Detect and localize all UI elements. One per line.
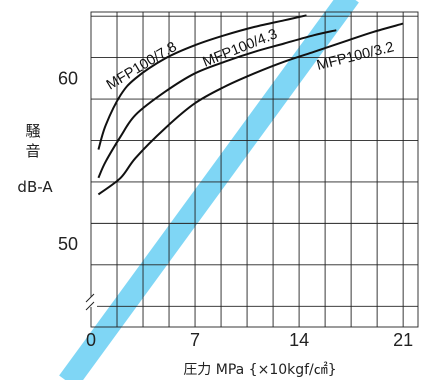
plot-frame — [90, 11, 419, 328]
highlight-band — [59, 0, 359, 380]
axis-break-gap — [85, 297, 97, 307]
y-axis-unit: dB-A — [17, 178, 53, 196]
tick-labels: 0 7 14 21 50 60 — [58, 68, 413, 350]
x-tick-label: 0 — [86, 330, 96, 350]
x-tick-label: 21 — [393, 330, 413, 350]
series-line-1 — [97, 14, 307, 150]
series-curves — [97, 14, 404, 196]
y-tick-label: 60 — [58, 68, 78, 88]
grid — [85, 11, 419, 328]
axis-break-stroke — [85, 293, 95, 303]
axis-break-stroke — [85, 301, 95, 311]
y-axis-title: 音 — [25, 142, 40, 160]
y-tick-label: 50 — [58, 234, 78, 254]
highlight-band-layer — [59, 0, 359, 380]
series-labels: MFP100/7.8 MFP100/4.3 MFP100/3.2 — [104, 26, 396, 93]
series-line-2 — [97, 29, 337, 179]
axis-break-mark — [85, 293, 97, 311]
series-line-3 — [97, 22, 404, 196]
y-axis-title: 騒 — [25, 122, 40, 140]
x-axis-title: 圧力 MPa {×10kgf/㎠} — [183, 362, 336, 378]
axis-titles: 騒音 dB-A 圧力 MPa {×10kgf/㎠} — [17, 122, 336, 378]
series-label-1: MFP100/7.8 — [104, 39, 180, 93]
x-tick-label: 14 — [289, 330, 309, 350]
x-tick-label: 7 — [190, 330, 200, 350]
